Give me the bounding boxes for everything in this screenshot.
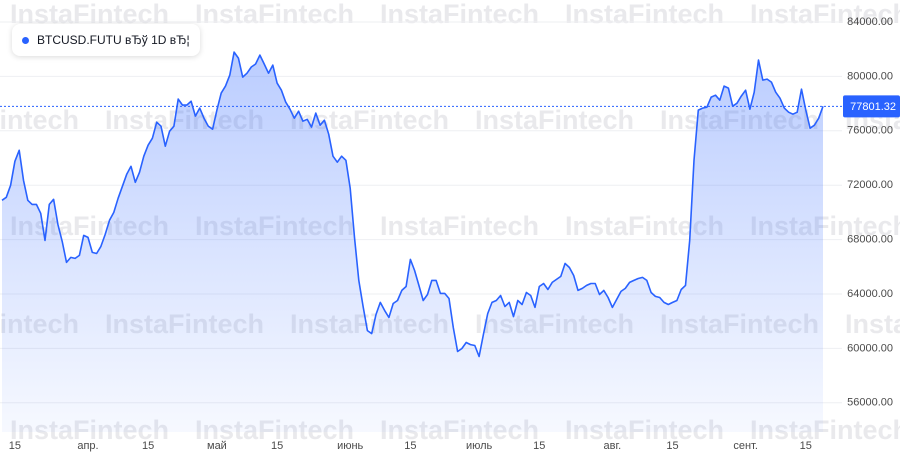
x-tick-label: 15: [404, 440, 416, 452]
y-tick-label: 60000.00: [847, 342, 893, 354]
x-tick-label: авг.: [604, 440, 622, 452]
x-tick-label: 15: [800, 440, 812, 452]
legend: BTCUSD.FUTU вЂў 1D вЂ¦: [12, 24, 200, 56]
x-tick-label: июль: [466, 440, 493, 452]
watermark: InstaFintech: [380, 211, 539, 241]
price-line: [1, 51, 824, 358]
watermark: InstaFintech: [475, 105, 634, 135]
x-tick-label: 15: [666, 440, 678, 452]
y-tick-label: 72000.00: [847, 179, 893, 191]
y-tick-label: 56000.00: [847, 397, 893, 409]
legend-swatch: [22, 36, 29, 44]
watermark: InstaFintech: [195, 0, 354, 29]
x-tick-label: сент.: [733, 440, 758, 452]
y-tick-label: 64000.00: [847, 288, 893, 300]
area-fill: [2, 52, 823, 432]
last-price-badge: [843, 95, 900, 118]
y-tick-label: 84000.00: [847, 16, 893, 28]
y-tick-label: 80000.00: [847, 70, 893, 82]
watermark: InstaFintech: [565, 0, 724, 29]
x-tick-label: 15: [9, 440, 21, 452]
x-tick-label: 15: [142, 440, 154, 452]
x-tick-label: май: [207, 440, 227, 452]
y-tick-label: 76000.00: [847, 125, 893, 137]
x-tick-label: апр.: [77, 440, 98, 452]
x-tick-label: 15: [533, 440, 545, 452]
x-tick-label: 15: [271, 440, 283, 452]
watermark: InstaFintech: [0, 105, 79, 135]
watermark: InstaFintech: [750, 0, 900, 29]
y-tick-label: 68000.00: [847, 233, 893, 245]
watermark: InstaFintech: [380, 0, 539, 29]
legend-label: BTCUSD.FUTU вЂў 1D вЂ¦: [37, 33, 190, 47]
watermark: InstaFintech: [845, 309, 900, 339]
last-price-label: 77801.32: [850, 101, 896, 113]
x-tick-label: июнь: [337, 440, 363, 452]
